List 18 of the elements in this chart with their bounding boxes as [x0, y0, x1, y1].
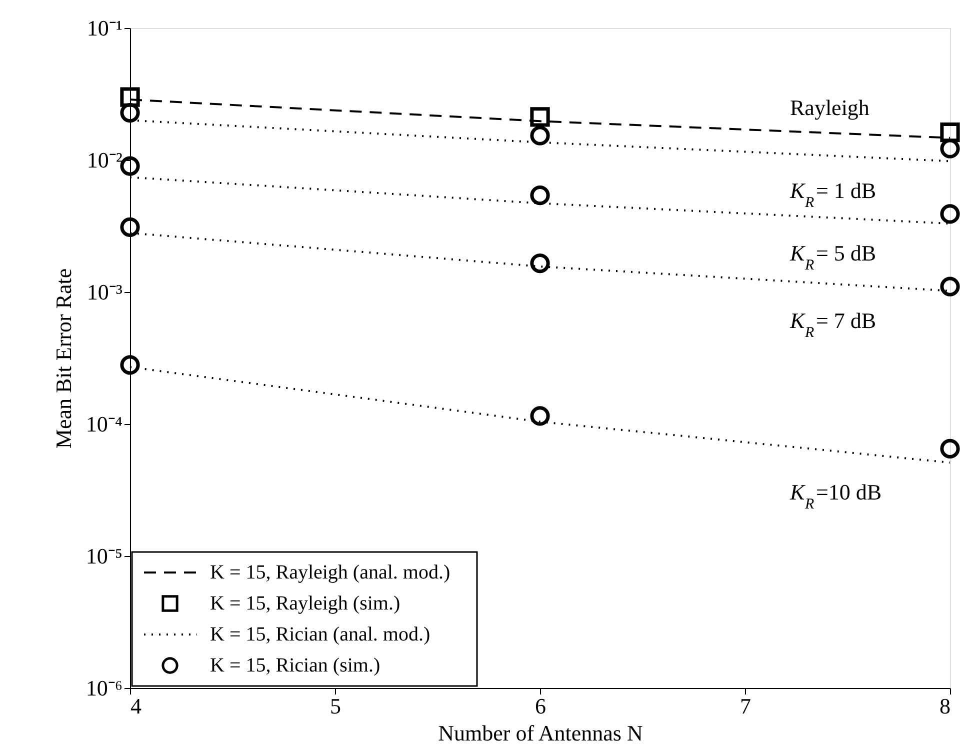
legend-label: K = 15, Rayleigh (sim.) — [210, 592, 400, 614]
legend-label: K = 15, Rayleigh (anal. mod.) — [210, 562, 450, 584]
y-tick-label: 10⁻⁴ — [86, 412, 123, 436]
y-tick-label: 10⁻³ — [86, 280, 123, 304]
y-axis-title: Mean Bit Error Rate — [50, 268, 76, 449]
x-tick-label: 8 — [940, 694, 950, 718]
legend-label: K = 15, Rician (anal. mod.) — [210, 624, 430, 646]
x-tick-label: 4 — [130, 694, 142, 718]
x-axis-title: Number of Antennas N — [438, 720, 643, 746]
x-tick-label: 5 — [330, 694, 341, 718]
y-tick-label: 10⁻⁵ — [86, 544, 122, 568]
x-tick-label: 6 — [535, 694, 546, 718]
y-tick-label: 10⁻¹ — [86, 16, 122, 40]
x-tick-label: 7 — [740, 694, 751, 718]
annotation: Rayleigh — [790, 94, 870, 120]
legend-label: K = 15, Rician (sim.) — [210, 654, 380, 676]
y-tick-label: 10⁻⁶ — [86, 676, 122, 700]
y-tick-label: 10⁻² — [86, 148, 123, 172]
